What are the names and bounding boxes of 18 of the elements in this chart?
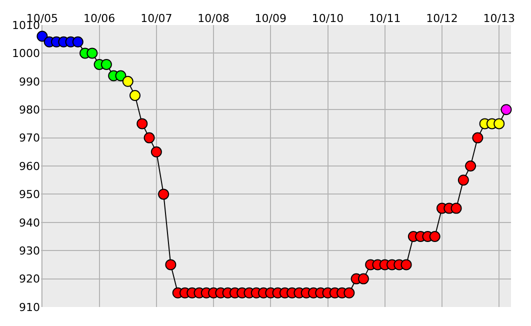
y-tick-label: 910 <box>19 300 40 314</box>
y-tick-label: 980 <box>19 103 40 116</box>
x-tick-label: 10/12 <box>426 12 458 25</box>
y-tick-label: 970 <box>19 132 40 145</box>
y-tick-label: 930 <box>19 244 40 258</box>
x-tick-label: 10/11 <box>369 12 401 25</box>
x-tick-label: 10/13 <box>483 12 515 25</box>
y-tick-label: 950 <box>19 188 40 202</box>
y-tick-label: 940 <box>19 216 40 230</box>
y-tick-label: 1000 <box>12 47 40 60</box>
y-tick-label: 960 <box>19 160 40 173</box>
y-tick-label: 990 <box>19 75 40 88</box>
x-tick-label: 10/09 <box>254 12 286 25</box>
x-tick-label: 10/08 <box>198 12 230 25</box>
x-tick-label: 10/10 <box>312 12 344 25</box>
x-tick-label: 10/07 <box>140 12 172 25</box>
x-tick-label: 10/06 <box>83 12 116 25</box>
y-tick-label: 920 <box>19 272 40 286</box>
